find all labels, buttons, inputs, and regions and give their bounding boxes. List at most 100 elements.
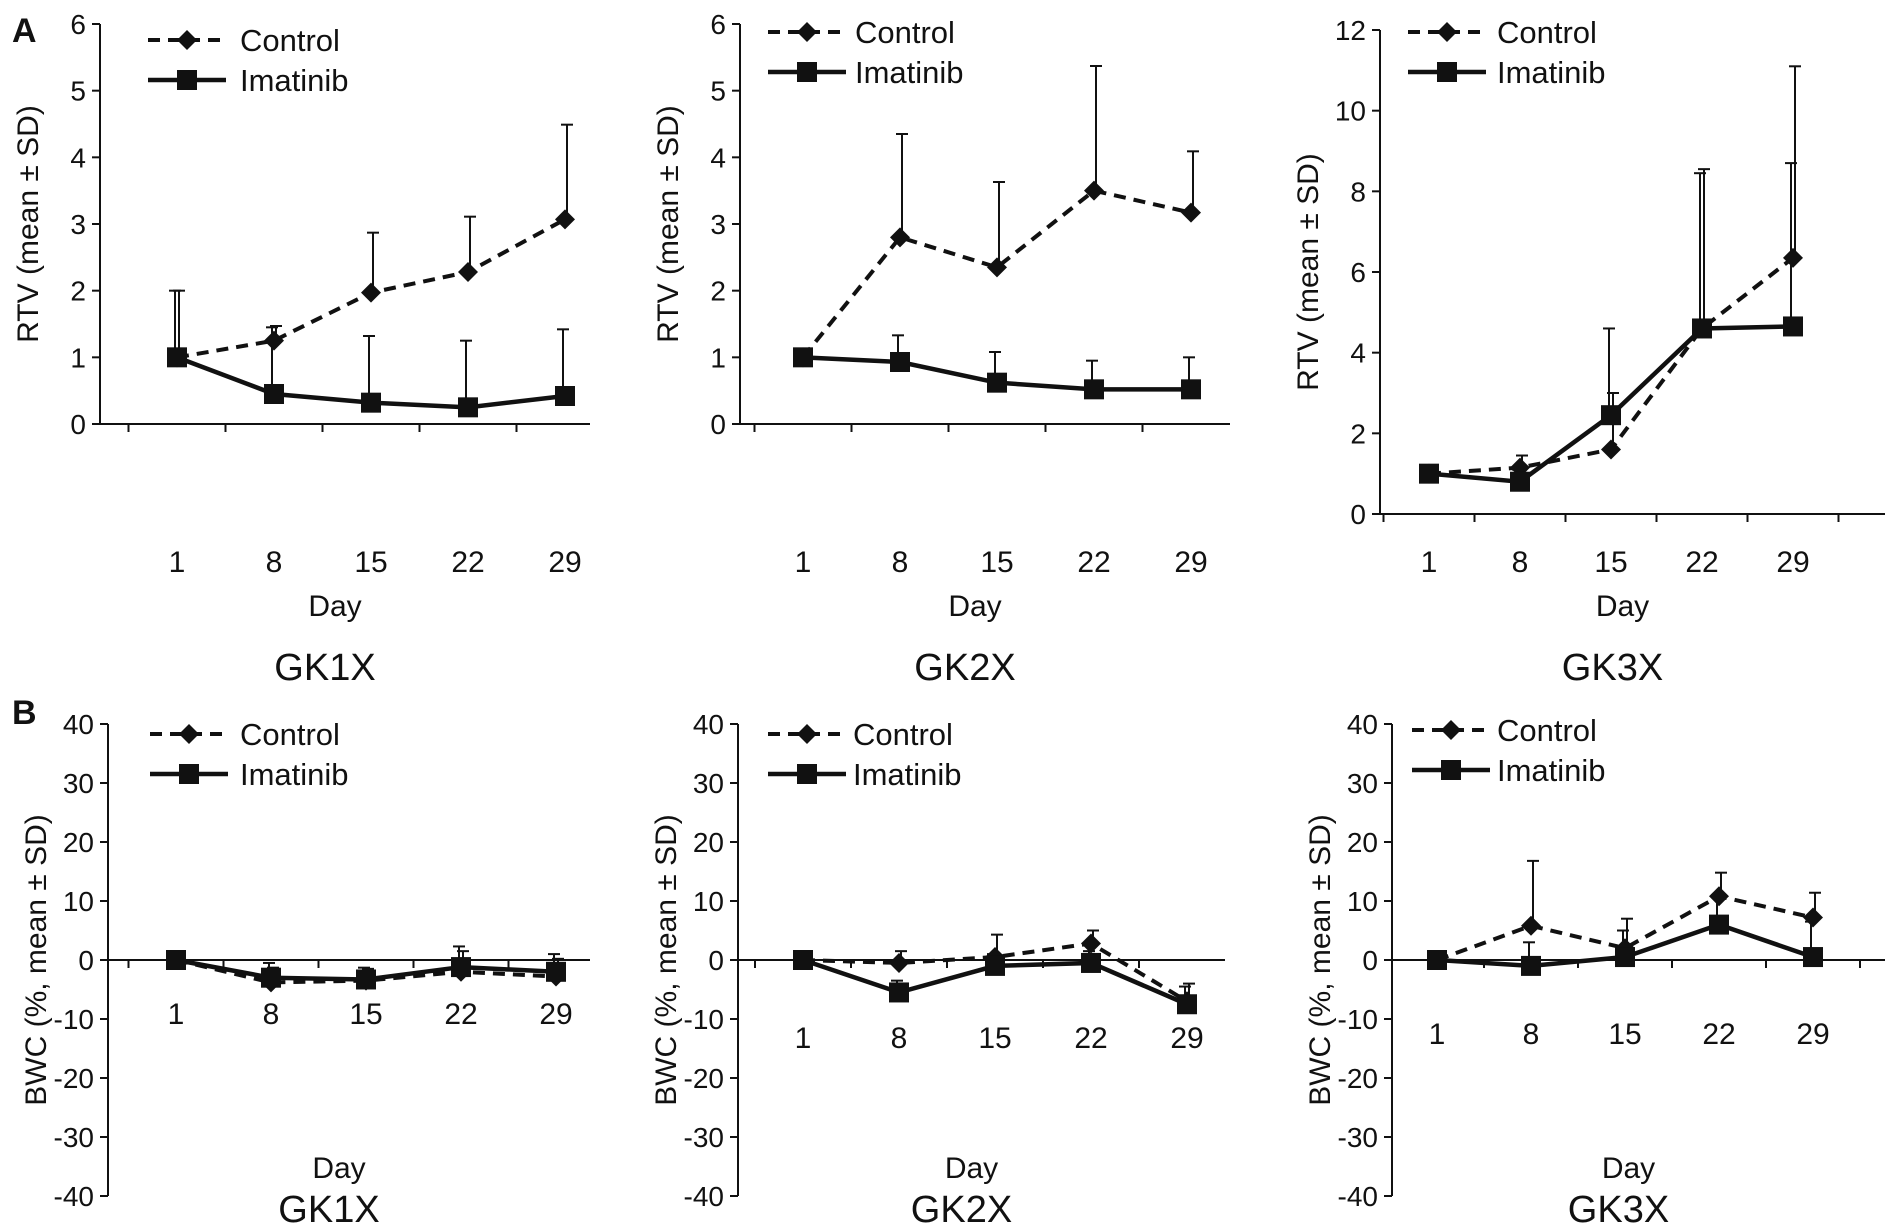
y-tick-label: 0 bbox=[70, 409, 86, 440]
legend-imatinib-marker bbox=[1437, 62, 1457, 82]
legend-imatinib-marker bbox=[177, 70, 197, 90]
control-point bbox=[1803, 907, 1823, 928]
x-tick-label: 29 bbox=[1170, 1022, 1203, 1055]
legend-control-marker bbox=[1441, 720, 1461, 740]
x-tick-label: 8 bbox=[266, 546, 283, 579]
y-tick-label: -30 bbox=[54, 1122, 94, 1153]
legend-control-label: Control bbox=[1497, 713, 1597, 748]
imatinib-point bbox=[166, 950, 186, 970]
imatinib-point bbox=[890, 352, 910, 372]
control-series-line bbox=[802, 941, 1189, 1004]
imatinib-point bbox=[361, 392, 381, 413]
y-tick-label: 30 bbox=[63, 768, 94, 799]
imatinib-point bbox=[1803, 947, 1823, 968]
x-tick-label: 1 bbox=[795, 1022, 812, 1055]
legend-control-marker bbox=[177, 30, 197, 50]
y-axis-label: BWC (%, mean ± SD) bbox=[1304, 814, 1337, 1106]
y-tick-label: -30 bbox=[1338, 1122, 1378, 1153]
y-tick-label: 3 bbox=[710, 209, 726, 240]
y-tick-label: -10 bbox=[684, 1004, 724, 1035]
legend-imatinib-label: Imatinib bbox=[240, 757, 349, 792]
y-tick-label: 3 bbox=[70, 209, 86, 240]
chart-gk3x-bwc: -40 -30 -20 -10 0 10 20 30 40 1 8 15 22 29 Day BWC (%, … bbox=[1304, 709, 1885, 1231]
chart-title: GK1X bbox=[274, 647, 375, 689]
control-series-line bbox=[175, 958, 557, 985]
imatinib-point bbox=[1521, 955, 1541, 976]
y-axis-label: BWC (%, mean ± SD) bbox=[20, 814, 53, 1106]
y-tick-label: 10 bbox=[63, 886, 94, 917]
x-tick-label: 1 bbox=[168, 998, 185, 1031]
legend-imatinib-label: Imatinib bbox=[1497, 753, 1606, 788]
chart-gk2x-rtv: 0 1 2 3 4 5 6 1 8 15 22 29 Day RTV (mean ± SD) GK2X Con… bbox=[652, 9, 1230, 689]
imatinib-point bbox=[555, 386, 575, 406]
legend-imatinib-marker bbox=[797, 62, 817, 82]
x-tick-label: 15 bbox=[978, 1022, 1011, 1055]
y-tick-label: 6 bbox=[70, 9, 86, 40]
y-tick-label: 20 bbox=[693, 827, 724, 858]
chart-gk3x-rtv: 0 2 4 6 8 10 12 1 8 15 22 29 Day RTV (mean ± SD) GK3X C… bbox=[1292, 15, 1885, 689]
chart-title: GK2X bbox=[914, 647, 1015, 689]
y-tick-label: 40 bbox=[1347, 709, 1378, 740]
legend-control-label: Control bbox=[853, 717, 953, 752]
legend-control-label: Control bbox=[1497, 15, 1597, 50]
imatinib-point bbox=[1081, 952, 1101, 973]
y-axis-label: BWC (%, mean ± SD) bbox=[650, 814, 683, 1106]
y-tick-label: -20 bbox=[54, 1063, 94, 1094]
control-point bbox=[1709, 886, 1729, 907]
x-axis-label: Day bbox=[1602, 1152, 1655, 1185]
imatinib-point bbox=[264, 384, 284, 404]
x-tick-label: 22 bbox=[1074, 1022, 1107, 1055]
x-tick-label: 29 bbox=[1796, 1018, 1829, 1051]
x-tick-label: 1 bbox=[1429, 1018, 1446, 1051]
y-tick-label: -20 bbox=[684, 1063, 724, 1094]
x-tick-label: 15 bbox=[354, 546, 387, 579]
imatinib-point bbox=[1510, 471, 1530, 492]
legend-control-label: Control bbox=[855, 15, 955, 50]
x-axis-label: Day bbox=[312, 1152, 365, 1185]
y-tick-label: -10 bbox=[1338, 1004, 1378, 1035]
imatinib-point bbox=[1427, 950, 1447, 970]
legend-control-marker bbox=[797, 22, 817, 42]
y-tick-label: 20 bbox=[63, 827, 94, 858]
y-tick-label: 10 bbox=[693, 886, 724, 917]
imatinib-point bbox=[985, 955, 1005, 976]
control-point bbox=[1783, 247, 1803, 268]
imatinib-point bbox=[261, 967, 281, 988]
y-tick-label: 6 bbox=[710, 9, 726, 40]
x-axis-label: Day bbox=[945, 1152, 998, 1185]
legend-control-label: Control bbox=[240, 23, 340, 58]
x-tick-label: 1 bbox=[1421, 546, 1438, 579]
x-axis-label: Day bbox=[948, 590, 1001, 623]
x-tick-label: 15 bbox=[980, 546, 1013, 579]
chart-gk1x-rtv: 0 1 2 3 4 5 6 1 8 15 22 29 Day RTV (mean ± SD) GK1X Con… bbox=[12, 9, 590, 689]
x-tick-label: 15 bbox=[349, 998, 382, 1031]
chart-title: GK3X bbox=[1562, 647, 1663, 689]
control-point bbox=[1521, 915, 1541, 936]
chart-title: GK1X bbox=[278, 1189, 379, 1231]
imatinib-point bbox=[889, 982, 909, 1003]
imatinib-point bbox=[1177, 994, 1197, 1015]
y-tick-label: 1 bbox=[710, 342, 726, 373]
control-point bbox=[361, 282, 381, 303]
y-tick-label: 12 bbox=[1335, 15, 1366, 46]
y-tick-label: -30 bbox=[684, 1122, 724, 1153]
x-tick-label: 22 bbox=[444, 998, 477, 1031]
y-tick-label: 0 bbox=[708, 945, 724, 976]
imatinib-point bbox=[793, 347, 813, 368]
legend-imatinib-label: Imatinib bbox=[853, 757, 962, 792]
legend-imatinib-label: Imatinib bbox=[240, 63, 349, 98]
imatinib-point bbox=[1692, 318, 1712, 339]
y-tick-label: 1 bbox=[70, 342, 86, 373]
control-point bbox=[890, 227, 910, 248]
x-tick-label: 29 bbox=[1174, 546, 1207, 579]
imatinib-point bbox=[1709, 914, 1729, 935]
y-tick-label: 6 bbox=[1350, 257, 1366, 288]
x-tick-label: 8 bbox=[263, 998, 280, 1031]
y-tick-label: 0 bbox=[1350, 499, 1366, 530]
x-tick-label: 22 bbox=[1702, 1018, 1735, 1051]
imatinib-point bbox=[451, 957, 471, 978]
y-tick-label: 4 bbox=[70, 142, 86, 173]
x-tick-label: 15 bbox=[1594, 546, 1627, 579]
chart-gk2x-bwc: -40 -30 -20 -10 0 10 20 30 40 1 8 15 22 29 Day BWC (%, … bbox=[650, 709, 1225, 1231]
y-tick-label: 0 bbox=[78, 945, 94, 976]
